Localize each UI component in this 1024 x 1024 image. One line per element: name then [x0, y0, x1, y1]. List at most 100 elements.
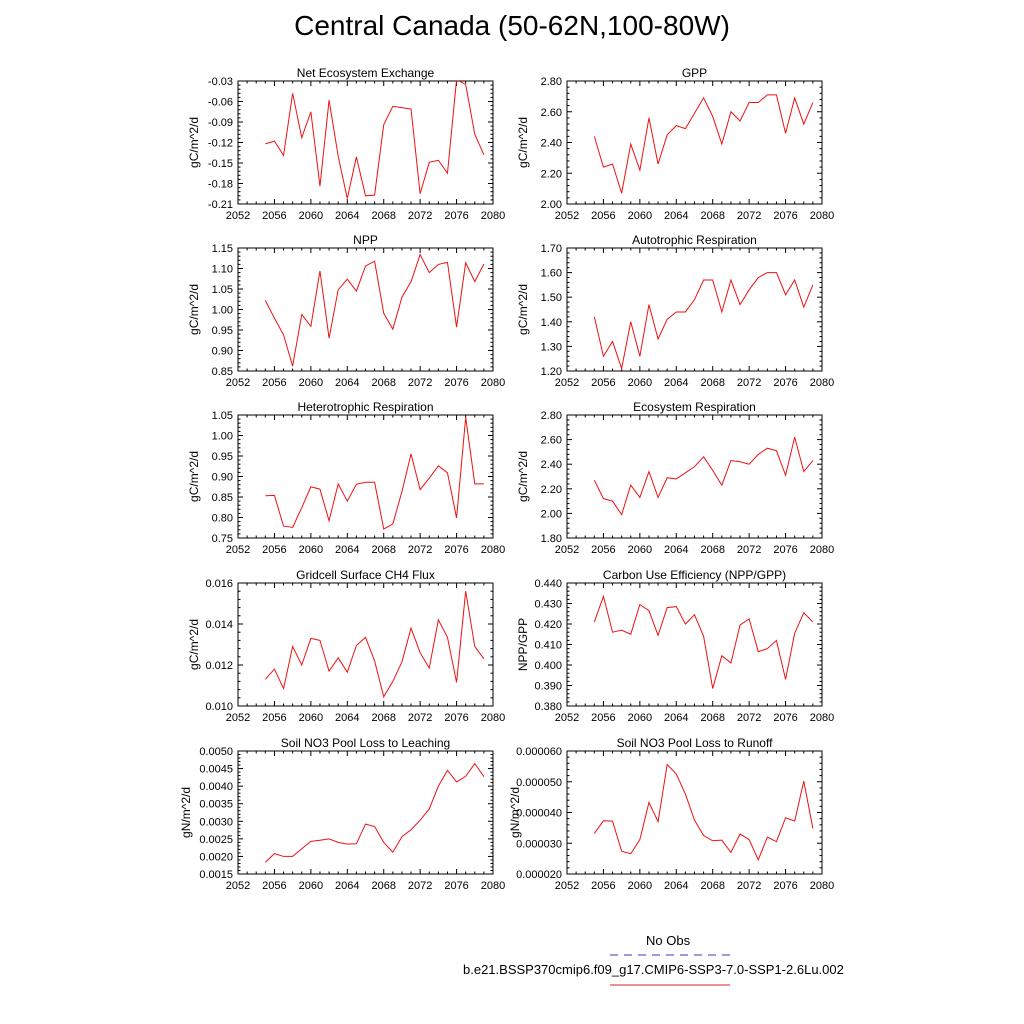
series-line [265, 417, 484, 530]
y-tick-label: 0.90 [212, 472, 233, 484]
series-line [593, 94, 814, 194]
y-tick-label: 0.75 [212, 533, 233, 545]
panel-2: GPP gC/m^2/d 2052 2056 2060 2064 2068 2072 2076 2… [516, 66, 834, 222]
series-line [593, 594, 814, 689]
y-tick-label: 1.15 [212, 243, 233, 255]
panel-title: Autotrophic Respiration [632, 233, 757, 247]
legend-lines [610, 954, 730, 986]
x-tick-label: 2072 [737, 544, 761, 556]
panel-frame [566, 80, 823, 205]
x-tick-label: 2076 [773, 210, 797, 222]
y-tick-label: 0.000020 [516, 869, 562, 881]
x-tick-label: 2080 [810, 210, 834, 222]
x-tick-label: 2072 [737, 712, 761, 724]
x-tick-label: 2056 [591, 712, 615, 724]
x-tick-label: 2060 [299, 712, 323, 724]
x-tick-label: 2052 [555, 210, 579, 222]
series-line [264, 591, 485, 699]
y-tick-label: 0.90 [212, 346, 233, 358]
x-tick-label: 2068 [371, 544, 395, 556]
x-tick-label: 2076 [773, 712, 797, 724]
y-tick-label: 0.390 [534, 681, 562, 693]
x-tick-label: 2076 [773, 544, 797, 556]
legend-model-label: b.e21.BSSP370cmip6.f09_g17.CMIP6-SSP3-7.… [463, 962, 844, 977]
y-tick-label: 0.410 [534, 640, 562, 652]
panel-title: Ecosystem Respiration [633, 400, 756, 414]
x-tick-label: 2072 [408, 712, 432, 724]
x-tick-label: 2056 [262, 544, 286, 556]
y-tick-label: 2.60 [541, 107, 562, 119]
x-tick-label: 2060 [628, 377, 652, 389]
x-tick-label: 2068 [700, 377, 724, 389]
x-tick-label: 2072 [408, 880, 432, 892]
x-tick-label: 2068 [371, 377, 395, 389]
panel-frame [566, 414, 823, 539]
series-line [593, 437, 814, 516]
y-tick-label: -0.15 [208, 158, 233, 170]
x-tick-label: 2072 [408, 377, 432, 389]
panel-title: Soil NO3 Pool Loss to Leaching [281, 736, 450, 750]
y-tick-label: -0.03 [208, 76, 233, 88]
x-tick-label: 2052 [226, 544, 250, 556]
y-tick-label: 2.80 [541, 76, 562, 88]
y-axis-label: gN/m^2/d [508, 787, 522, 838]
panel-title: GPP [682, 66, 707, 80]
x-tick-label: 2052 [226, 377, 250, 389]
x-tick-label: 2060 [628, 544, 652, 556]
y-tick-label: 2.20 [541, 484, 562, 496]
panel-frame [237, 750, 494, 875]
y-tick-label: 0.440 [534, 578, 562, 590]
y-tick-label: 1.40 [541, 317, 562, 329]
x-tick-label: 2064 [335, 712, 359, 724]
series-line [264, 253, 485, 367]
x-tick-label: 2076 [444, 544, 468, 556]
x-tick-label: 2080 [481, 544, 505, 556]
y-tick-label: 0.000030 [516, 838, 562, 850]
x-tick-label: 2060 [299, 880, 323, 892]
x-tick-label: 2076 [773, 880, 797, 892]
panel-6: Ecosystem Respiration gC/m^2/d 2052 2056 206… [516, 400, 834, 556]
legend: No Obs b.e21.BSSP370cmip6.f09_g17.CMIP6-… [0, 930, 1024, 1000]
x-tick-label: 2080 [810, 544, 834, 556]
y-tick-label: 0.0050 [199, 746, 233, 758]
x-tick-label: 2076 [444, 712, 468, 724]
series-line [265, 81, 485, 199]
y-axis-label: gC/m^2/d [187, 619, 201, 670]
y-tick-label: 1.05 [212, 284, 233, 296]
y-tick-label: 0.0045 [199, 764, 233, 776]
x-tick-label: 2056 [262, 210, 286, 222]
series-line [264, 762, 485, 863]
x-tick-label: 2060 [628, 880, 652, 892]
y-tick-label: 2.00 [541, 199, 562, 211]
x-tick-label: 2080 [481, 377, 505, 389]
x-tick-label: 2080 [481, 712, 505, 724]
x-tick-label: 2052 [555, 544, 579, 556]
panel-frame [237, 414, 494, 539]
panel-frame [566, 750, 823, 875]
x-tick-label: 2064 [664, 544, 688, 556]
y-axis-label: gC/m^2/d [187, 451, 201, 502]
y-tick-label: 0.010 [205, 701, 233, 713]
y-tick-label: 0.430 [534, 599, 562, 611]
panel-title: Net Ecosystem Exchange [297, 66, 435, 80]
y-tick-label: 2.00 [541, 508, 562, 520]
y-axis-label: gC/m^2/d [187, 284, 201, 335]
y-tick-label: 1.00 [212, 305, 233, 317]
x-tick-label: 2064 [335, 880, 359, 892]
x-tick-label: 2068 [371, 210, 395, 222]
x-tick-label: 2064 [664, 377, 688, 389]
x-tick-label: 2076 [444, 210, 468, 222]
y-tick-label: 2.40 [541, 459, 562, 471]
y-axis-label: gC/m^2/d [516, 451, 530, 502]
x-tick-label: 2056 [591, 880, 615, 892]
y-axis-label: NPP/GPP [516, 618, 530, 671]
panel-5: Heterotrophic Respiration gC/m^2/d 2052 205… [187, 400, 505, 556]
y-tick-label: -0.21 [208, 199, 233, 211]
y-tick-label: 1.00 [212, 431, 233, 443]
y-tick-label: 0.0040 [199, 781, 233, 793]
y-tick-label: 0.0030 [199, 816, 233, 828]
x-tick-label: 2068 [700, 880, 724, 892]
x-tick-label: 2076 [444, 880, 468, 892]
panel-frame [566, 582, 823, 707]
x-tick-label: 2052 [555, 377, 579, 389]
